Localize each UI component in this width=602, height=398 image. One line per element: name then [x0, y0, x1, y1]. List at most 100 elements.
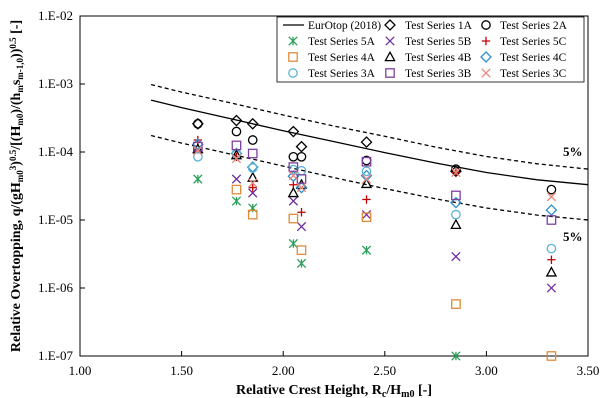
legend-label: Test Series 3A: [308, 68, 376, 80]
data-point: [231, 196, 242, 206]
legend-marker-symbol: [384, 19, 396, 31]
x-tick-label: 3.00: [475, 363, 498, 378]
legend-label: Test Series 3C: [500, 68, 567, 80]
data-point: [193, 118, 203, 129]
data-point: [248, 188, 258, 198]
data-point: [546, 351, 557, 361]
data-point: [361, 212, 372, 223]
data-point: [247, 148, 258, 159]
eurotop-curve: [150, 99, 589, 186]
legend-marker-symbol: [385, 36, 395, 46]
legend-marker-symbol: [481, 20, 491, 30]
data-point: [193, 145, 203, 156]
data-point: [545, 204, 558, 216]
reference-lines: [150, 83, 589, 221]
x-tick-label: 1.50: [170, 363, 193, 378]
y-axis-label: Relative Overtopping, q/(gHm03)0.5/[(Hm0…: [8, 20, 25, 352]
data-point: [451, 251, 461, 262]
confidence-band-curve: [150, 134, 589, 221]
data-point: [545, 266, 558, 277]
upper-band-label: 5%: [563, 144, 583, 159]
data-point: [288, 213, 299, 224]
data-point: [193, 151, 203, 162]
data-point: [248, 178, 258, 188]
data-point: [451, 190, 461, 201]
legend-label: Test Series 5A: [308, 36, 376, 48]
data-point: [546, 184, 557, 195]
legend-marker-symbol: [385, 68, 395, 78]
y-tick-labels: 1.E-07 1.E-06 1.E-05 1.E-04 1.E-03 1.E-0…: [38, 8, 74, 363]
data-point: [360, 177, 373, 189]
data-point: [361, 174, 372, 184]
data-point: [231, 184, 242, 195]
data-point: [361, 156, 372, 167]
data-point: [231, 126, 242, 137]
legend-label: Test Series 1A: [405, 20, 473, 32]
legend-marker-symbol: [481, 36, 491, 46]
data-point: [451, 351, 461, 361]
legend-marker-symbol: [481, 68, 491, 78]
legend-label: Test Series 5B: [405, 36, 472, 48]
data-point: [362, 195, 371, 204]
data-point: [248, 183, 257, 192]
legend-label: Test Series 3B: [405, 68, 472, 80]
data-point: [246, 117, 259, 130]
y-tick-label: 1.E-07: [38, 348, 74, 363]
data-point: [296, 245, 307, 256]
legend-label: Test Series 5C: [500, 36, 567, 48]
data-point: [288, 162, 299, 172]
data-point: [296, 258, 307, 269]
x-tick-label: 3.50: [577, 363, 600, 378]
data-point: [193, 174, 203, 184]
data-point: [296, 221, 307, 232]
legend-symbols: [283, 19, 492, 78]
data-point: [546, 192, 557, 202]
data-point: [451, 299, 461, 309]
data-point: [288, 196, 299, 206]
data-point: [295, 140, 308, 153]
data-point: [361, 209, 372, 220]
data-point: [450, 196, 462, 209]
legend-marker-symbol: [288, 68, 298, 78]
data-point: [288, 170, 299, 181]
data-point: [231, 174, 242, 184]
data-point: [296, 151, 307, 162]
y-tick-label: 1.E-02: [38, 8, 73, 23]
data-point: [247, 135, 258, 145]
x-tick-label: 2.50: [373, 363, 396, 378]
data-point: [361, 166, 372, 177]
y-tick-label: 1.E-06: [38, 280, 74, 295]
data-point: [546, 243, 557, 254]
data-point: [451, 167, 461, 178]
data-points: [191, 114, 558, 361]
legend-label: Test Series 4A: [308, 52, 376, 64]
lower-band-label: 5%: [563, 229, 583, 244]
data-point: [231, 153, 242, 164]
legend-marker-symbol: [288, 52, 298, 62]
legend-label: Test Series 4C: [500, 52, 567, 64]
data-point: [361, 245, 372, 255]
data-point: [296, 182, 307, 193]
data-point: [230, 114, 243, 127]
data-point: [450, 218, 462, 230]
data-point: [247, 163, 258, 173]
legend-label: Test Series 4B: [405, 52, 472, 64]
data-point: [287, 125, 300, 138]
y-tick-label: 1.E-03: [38, 76, 73, 91]
legend-label: EurOtop (2018): [308, 20, 381, 32]
data-point: [360, 136, 373, 148]
data-point: [546, 215, 557, 225]
legend-box: [276, 16, 585, 83]
x-axis-label: Relative Crest Height, Rc/Hm0 [-]: [236, 383, 432, 398]
data-point: [231, 140, 242, 151]
data-point: [288, 238, 299, 249]
data-point: [297, 208, 306, 217]
data-point: [247, 209, 258, 220]
data-point: [247, 171, 259, 182]
legend-label: Test Series 2A: [500, 20, 568, 32]
data-point: [287, 186, 300, 198]
y-tick-label: 1.E-04: [38, 144, 74, 159]
confidence-band-curve: [150, 83, 589, 170]
data-point: [547, 255, 556, 264]
